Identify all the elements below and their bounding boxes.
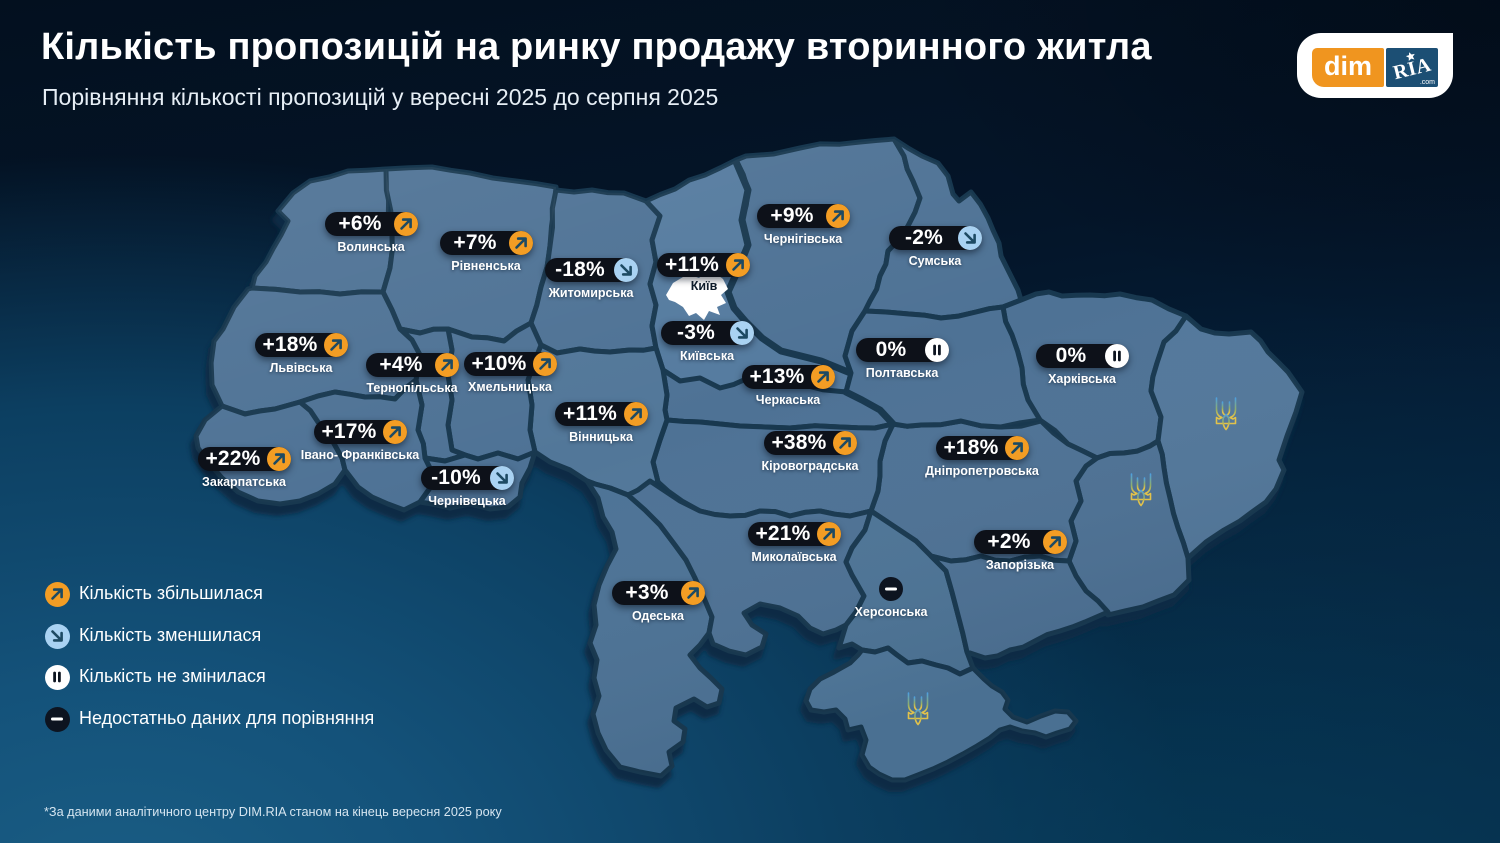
svg-text:.com: .com bbox=[1420, 79, 1435, 86]
